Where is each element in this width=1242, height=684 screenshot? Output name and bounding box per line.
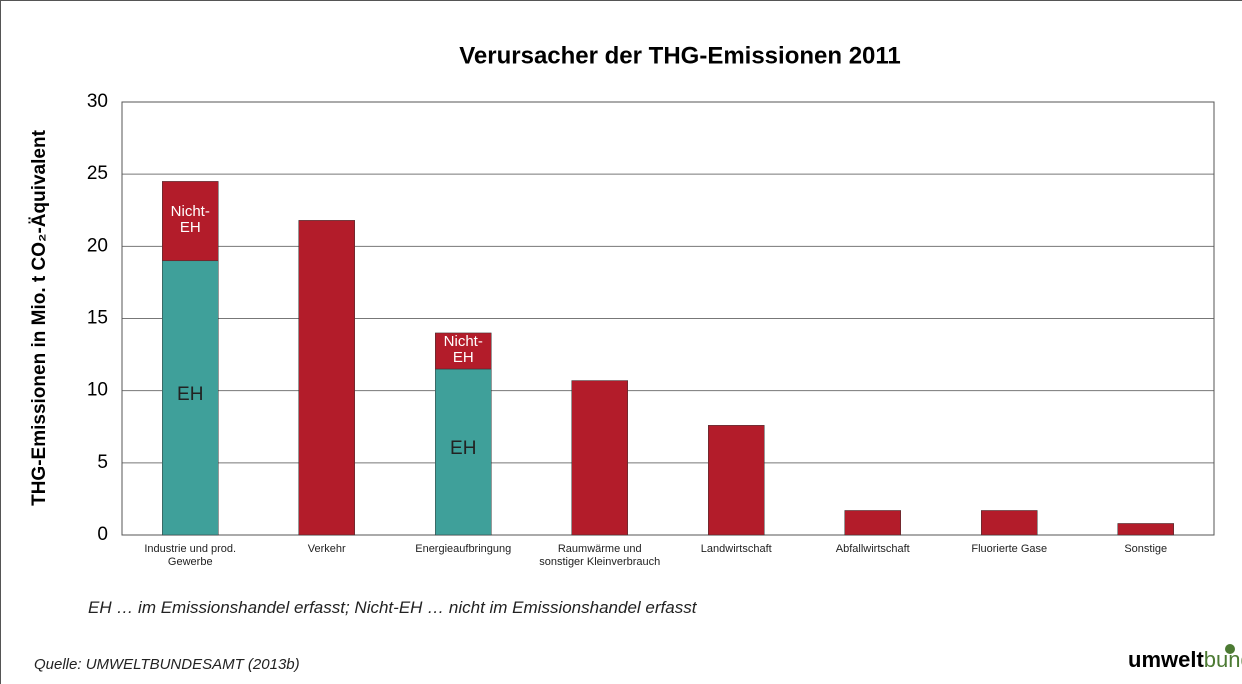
y-tick-label: 0 xyxy=(97,524,108,545)
x-tick-label: Raumwärme und sonstiger Kleinverbrauch xyxy=(539,543,661,568)
logo-bold: umwelt xyxy=(1128,647,1204,672)
segment-label: EH xyxy=(177,383,204,405)
y-tick-label: 10 xyxy=(87,380,108,401)
chart-title: Verursacher der THG-Emissionen 2011 xyxy=(459,42,901,69)
x-tick-label: Sonstige xyxy=(1124,543,1168,555)
x-tick-label: Verkehr xyxy=(307,543,346,555)
bar-segment xyxy=(435,332,492,370)
bar-segment xyxy=(844,510,901,536)
bar-segment xyxy=(435,368,492,536)
bar-segment xyxy=(981,510,1038,536)
bar-segment xyxy=(571,380,628,536)
bar-segment xyxy=(708,425,765,536)
bar-segment xyxy=(298,220,355,536)
plot-area xyxy=(121,101,1215,536)
x-tick-label: Fluorierte Gase xyxy=(971,543,1048,555)
y-tick-label: 30 xyxy=(87,91,108,112)
x-tick-label: Energieaufbringung xyxy=(415,543,512,555)
logo-rest: bundesamt xyxy=(1204,647,1242,672)
bar-segment xyxy=(162,181,219,262)
segment-label: Nicht-EH xyxy=(170,203,210,237)
x-tick-label: Abfallwirtschaft xyxy=(835,543,910,555)
footnote: EH … im Emissionshandel erfasst; Nicht-E… xyxy=(88,598,697,617)
x-tick-label: Industrie und prod. Gewerbe xyxy=(144,543,237,568)
y-axis-label: THG-Emissionen in Mio. t CO₂-Äquivalent xyxy=(29,129,50,505)
y-tick-label: 15 xyxy=(87,308,108,329)
source: Quelle: UMWELTBUNDESAMT (2013b) xyxy=(34,656,300,673)
bar-segment xyxy=(1117,523,1174,536)
segment-label: Nicht-EH xyxy=(443,332,483,366)
y-tick-label: 25 xyxy=(87,163,108,184)
segment-label: EH xyxy=(450,438,477,459)
logo-dot xyxy=(1225,644,1235,654)
y-tick-label: 20 xyxy=(87,235,108,256)
bar-segment xyxy=(162,260,219,536)
logo: umweltbundesamt xyxy=(1128,647,1242,672)
y-tick-label: 5 xyxy=(97,452,108,473)
x-tick-label: Landwirtschaft xyxy=(700,543,772,555)
